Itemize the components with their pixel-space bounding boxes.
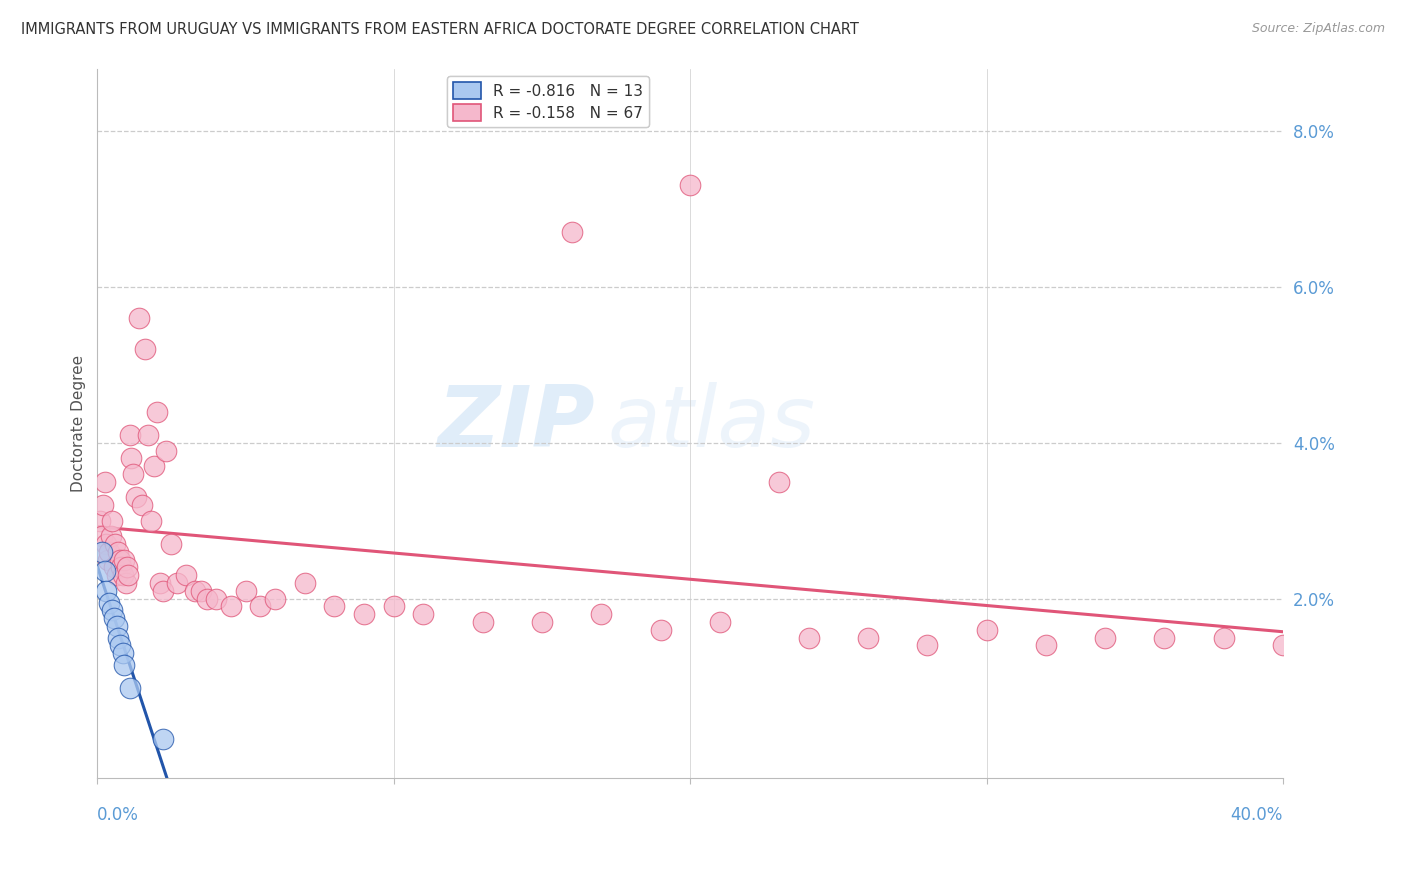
Point — [114, 576, 136, 591]
Point — [90, 545, 112, 559]
Point — [100, 529, 122, 543]
Point — [110, 560, 132, 574]
Point — [118, 428, 141, 442]
Point — [184, 583, 207, 598]
Point — [128, 311, 150, 326]
Point — [768, 475, 790, 489]
Point — [976, 623, 998, 637]
Point — [103, 611, 125, 625]
Point — [101, 514, 124, 528]
Point — [149, 576, 172, 591]
Point — [94, 475, 117, 489]
Text: Source: ZipAtlas.com: Source: ZipAtlas.com — [1251, 22, 1385, 36]
Legend: R = -0.816   N = 13, R = -0.158   N = 67: R = -0.816 N = 13, R = -0.158 N = 67 — [447, 76, 650, 127]
Point — [174, 568, 197, 582]
Point — [107, 631, 129, 645]
Point — [797, 631, 820, 645]
Point — [111, 646, 134, 660]
Point — [101, 603, 124, 617]
Point — [323, 599, 346, 614]
Point — [219, 599, 242, 614]
Point — [108, 552, 131, 566]
Point — [117, 568, 139, 582]
Point — [152, 732, 174, 747]
Point — [104, 537, 127, 551]
Point — [412, 607, 434, 622]
Point — [108, 639, 131, 653]
Point — [264, 591, 287, 606]
Text: 40.0%: 40.0% — [1230, 806, 1284, 824]
Point — [105, 568, 128, 582]
Point — [134, 342, 156, 356]
Point — [112, 657, 135, 672]
Point — [160, 537, 183, 551]
Point — [112, 552, 135, 566]
Point — [591, 607, 613, 622]
Point — [166, 576, 188, 591]
Point — [530, 615, 553, 629]
Point — [107, 545, 129, 559]
Point — [1272, 639, 1295, 653]
Point — [471, 615, 494, 629]
Point — [294, 576, 316, 591]
Point — [125, 491, 148, 505]
Point — [98, 596, 121, 610]
Text: 0.0%: 0.0% — [97, 806, 139, 824]
Point — [679, 178, 702, 193]
Point — [142, 459, 165, 474]
Point — [105, 619, 128, 633]
Point — [96, 583, 118, 598]
Point — [650, 623, 672, 637]
Point — [94, 565, 117, 579]
Point — [561, 225, 583, 239]
Point — [91, 498, 114, 512]
Point — [190, 583, 212, 598]
Point — [120, 451, 142, 466]
Text: atlas: atlas — [607, 382, 815, 465]
Point — [97, 552, 120, 566]
Point — [136, 428, 159, 442]
Point — [115, 560, 138, 574]
Point — [122, 467, 145, 481]
Point — [139, 514, 162, 528]
Point — [111, 568, 134, 582]
Point — [709, 615, 731, 629]
Point — [205, 591, 228, 606]
Point — [382, 599, 405, 614]
Point — [1153, 631, 1175, 645]
Point — [89, 514, 111, 528]
Point — [155, 443, 177, 458]
Point — [131, 498, 153, 512]
Point — [118, 681, 141, 696]
Point — [1212, 631, 1234, 645]
Point — [249, 599, 271, 614]
Point — [235, 583, 257, 598]
Point — [1035, 639, 1057, 653]
Point — [152, 583, 174, 598]
Point — [103, 560, 125, 574]
Point — [195, 591, 218, 606]
Point — [90, 529, 112, 543]
Point — [96, 537, 118, 551]
Text: ZIP: ZIP — [437, 382, 595, 465]
Point — [145, 404, 167, 418]
Text: IMMIGRANTS FROM URUGUAY VS IMMIGRANTS FROM EASTERN AFRICA DOCTORATE DEGREE CORRE: IMMIGRANTS FROM URUGUAY VS IMMIGRANTS FR… — [21, 22, 859, 37]
Point — [1094, 631, 1116, 645]
Point — [917, 639, 939, 653]
Point — [856, 631, 879, 645]
Y-axis label: Doctorate Degree: Doctorate Degree — [72, 355, 86, 491]
Point — [353, 607, 375, 622]
Point — [98, 545, 121, 559]
